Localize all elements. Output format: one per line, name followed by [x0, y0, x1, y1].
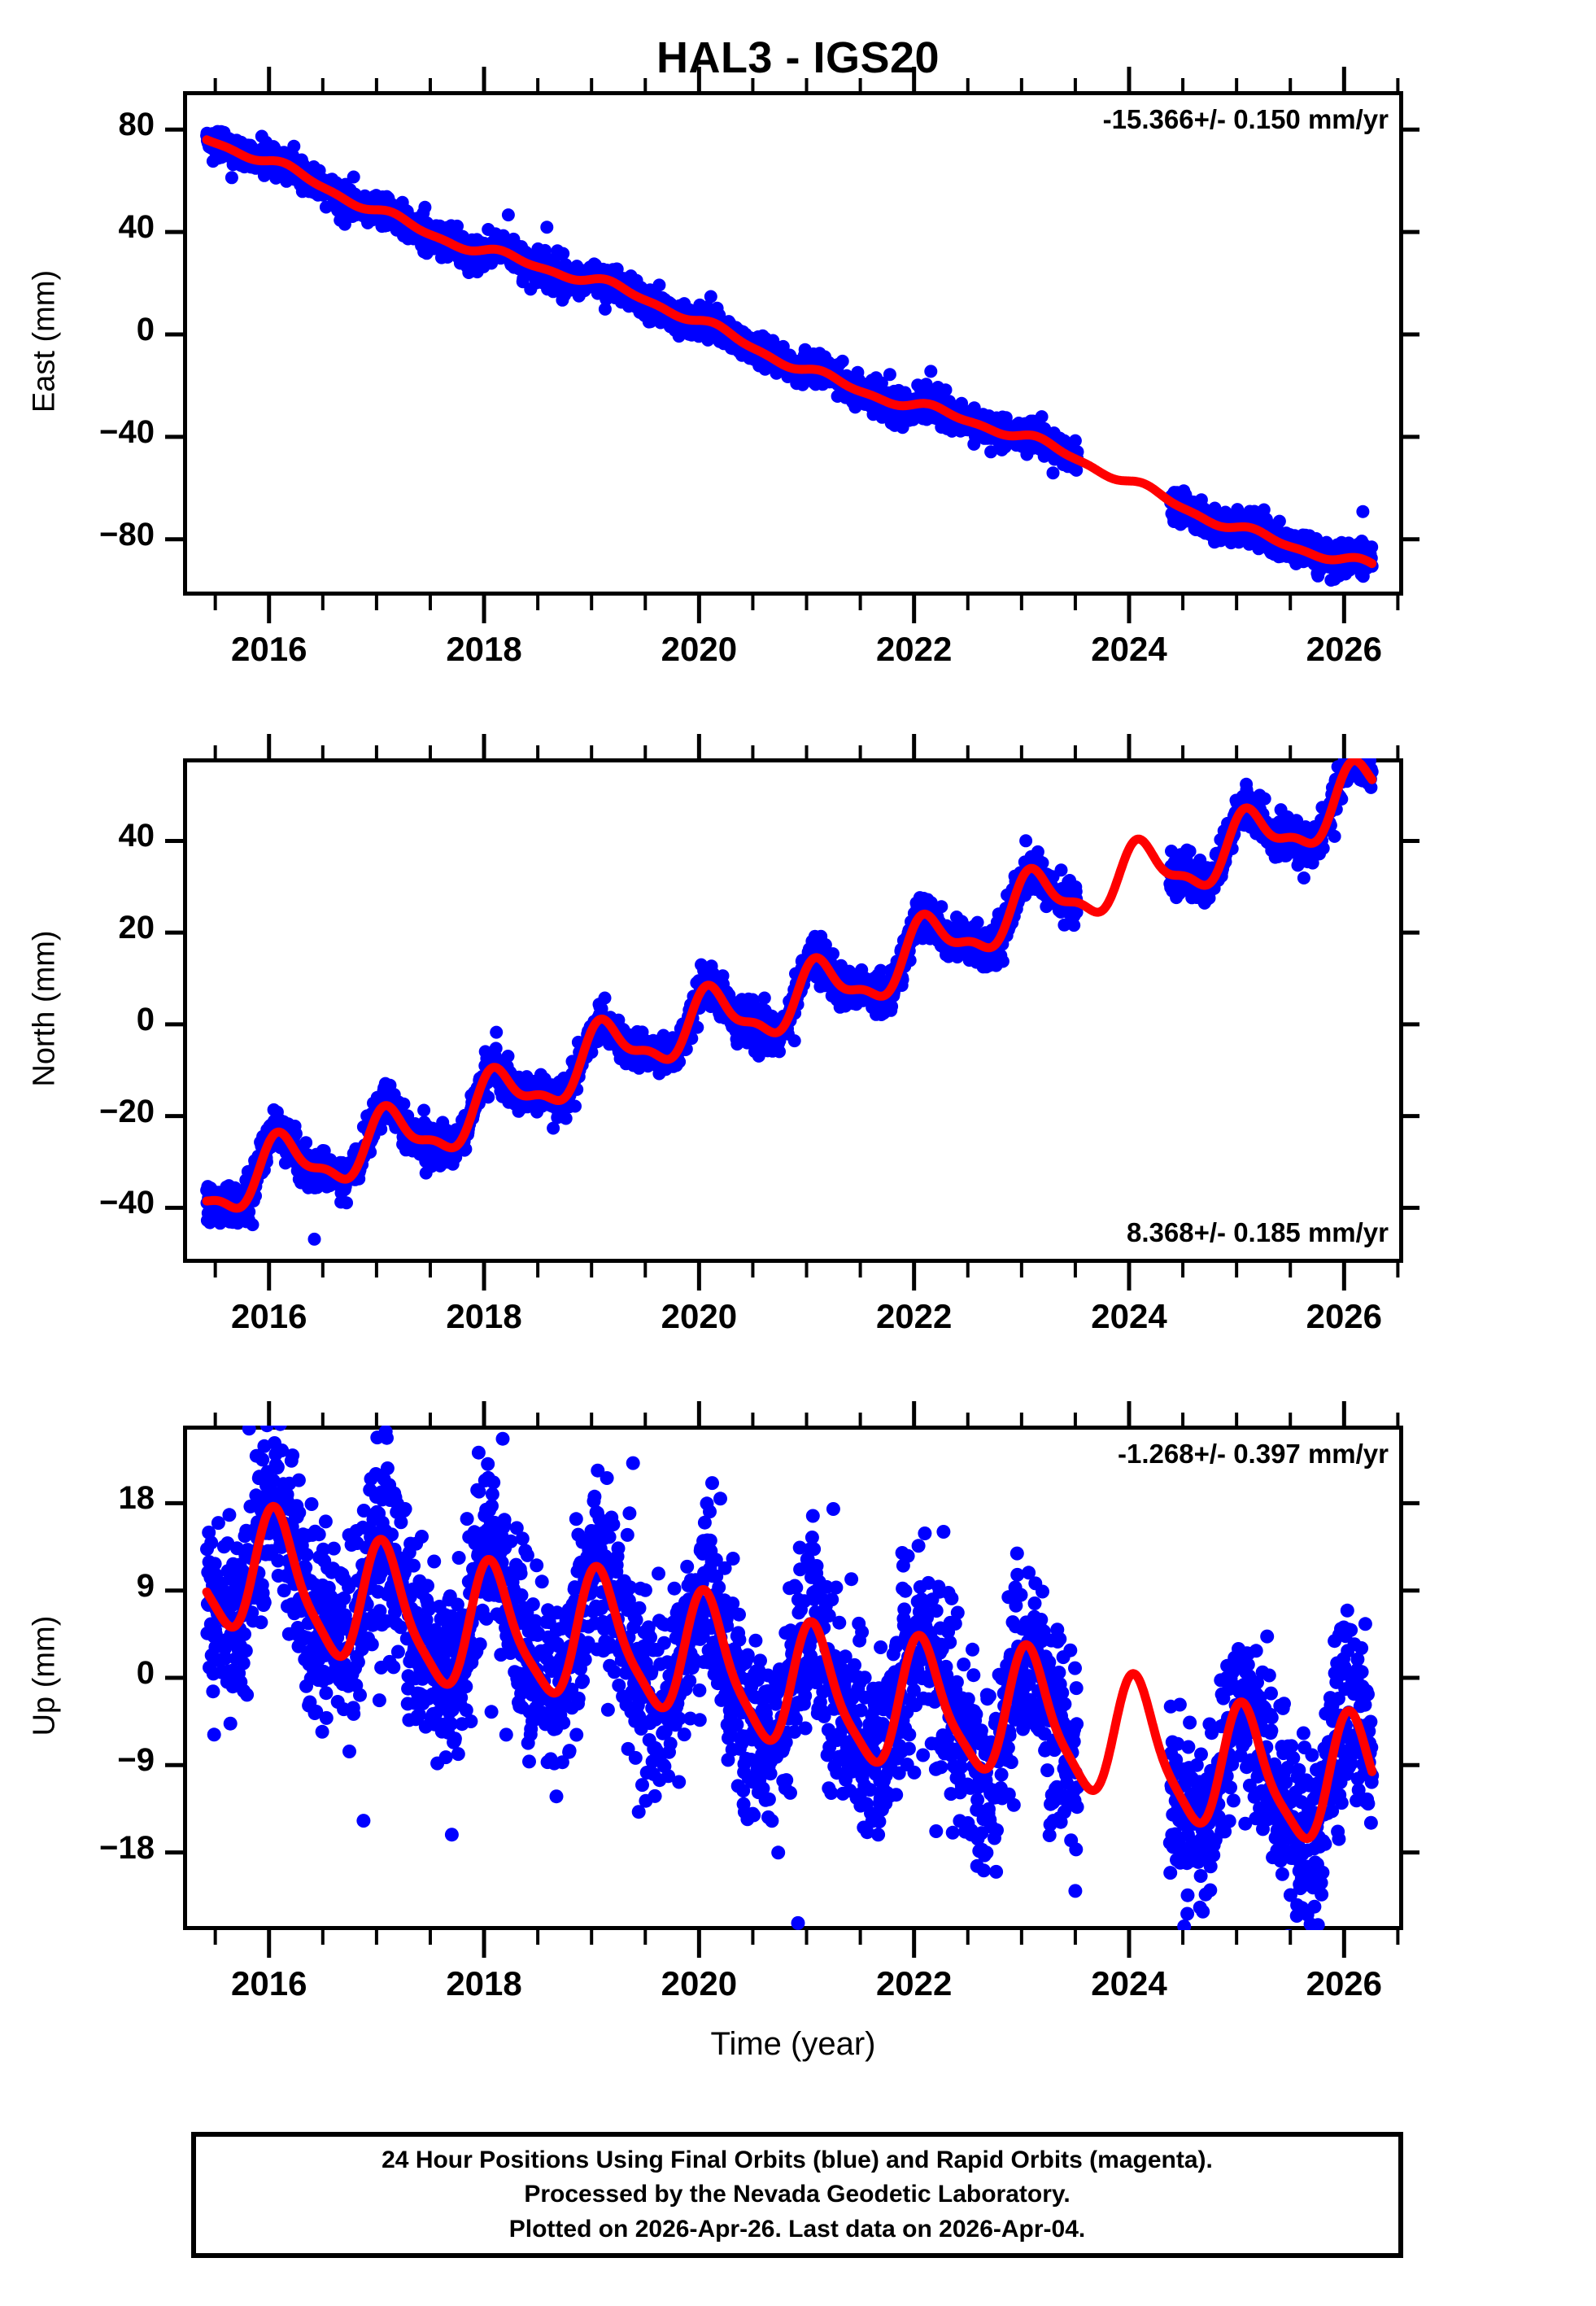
data-point — [246, 1218, 259, 1232]
data-point — [999, 411, 1013, 425]
data-point — [319, 200, 333, 214]
data-point — [757, 991, 771, 1005]
panel-east-plot — [200, 124, 1379, 587]
data-point — [970, 915, 984, 929]
data-point — [1272, 514, 1286, 528]
data-point — [1365, 540, 1379, 554]
data-point — [490, 1025, 504, 1039]
panel-north — [183, 758, 1403, 1263]
data-point — [559, 1112, 573, 1125]
data-point — [704, 290, 717, 304]
data-point — [556, 247, 570, 260]
data-point — [489, 1042, 503, 1055]
panel-east — [183, 91, 1403, 596]
data-point — [1035, 410, 1049, 424]
data-point — [340, 1196, 353, 1210]
data-point — [482, 1090, 495, 1104]
panel-north-plot — [200, 758, 1379, 1246]
data-point — [451, 219, 464, 233]
data-point — [1356, 504, 1370, 518]
data-point — [835, 354, 849, 368]
data-point — [939, 383, 953, 397]
data-point — [418, 200, 432, 214]
data-point — [501, 1050, 515, 1063]
data-point — [1068, 434, 1082, 448]
data-point — [397, 1097, 411, 1111]
data-point — [919, 378, 933, 391]
data-point — [935, 900, 948, 914]
data-point — [225, 171, 238, 185]
data-point — [883, 368, 896, 382]
data-point — [569, 1099, 582, 1113]
scatter-layer-north — [200, 758, 1379, 1246]
data-point — [826, 947, 839, 961]
data-point — [874, 376, 888, 390]
data-point — [299, 1136, 313, 1150]
data-point — [598, 991, 612, 1005]
data-point — [347, 170, 360, 184]
data-point — [287, 139, 301, 153]
data-point — [1046, 466, 1060, 480]
data-point — [924, 365, 938, 378]
data-point — [984, 445, 998, 459]
data-point — [307, 1232, 321, 1246]
data-point — [501, 208, 515, 222]
data-point — [540, 221, 554, 234]
data-point — [417, 1103, 431, 1117]
data-point — [652, 278, 666, 292]
data-point — [996, 954, 1009, 968]
page-title: HAL3 - IGS20 — [656, 33, 940, 82]
data-point — [787, 1034, 801, 1048]
data-point — [598, 302, 612, 316]
